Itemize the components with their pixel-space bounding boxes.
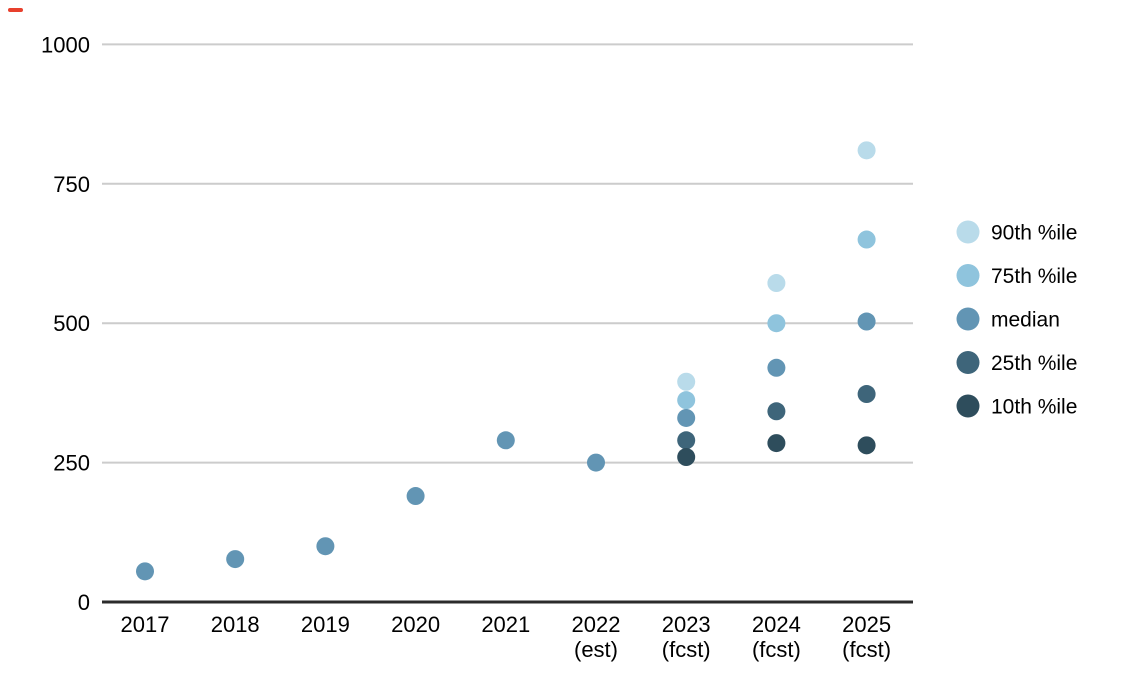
legend-label-25th-ile: 25th %ile xyxy=(991,352,1077,375)
data-point-10th-ile-2024 xyxy=(767,434,786,453)
data-point-median-2021 xyxy=(496,431,515,450)
y-tick-label-1000: 1000 xyxy=(41,32,90,57)
x-tick-label-2025: 2025 xyxy=(842,612,891,637)
x-tick-label-2024: 2024 xyxy=(752,612,801,637)
legend-label-median: median xyxy=(991,309,1060,332)
legend-dot-10th-ile xyxy=(956,394,980,418)
x-tick-label-2020: 2020 xyxy=(391,612,440,637)
y-tick-label-250: 250 xyxy=(53,451,90,476)
data-point-25th-ile-2023 xyxy=(677,431,696,450)
x-tick-label-2023: 2023 xyxy=(662,612,711,637)
data-point-median-2020 xyxy=(406,487,425,506)
legend-dot-75th-ile xyxy=(956,264,980,287)
data-point-median-2023 xyxy=(677,408,696,427)
data-point-75th-ile-2025 xyxy=(857,230,876,249)
x-tick-sublabel-2022: (est) xyxy=(574,637,618,662)
data-point-median-2024 xyxy=(767,358,786,377)
data-point-25th-ile-2025 xyxy=(857,385,876,404)
data-point-90th-ile-2025 xyxy=(857,141,876,160)
x-tick-label-2021: 2021 xyxy=(481,612,530,637)
data-point-median-2025 xyxy=(857,312,876,331)
data-point-75th-ile-2024 xyxy=(767,314,786,333)
y-tick-label-750: 750 xyxy=(53,172,90,197)
x-tick-sublabel-2023: (fcst) xyxy=(662,637,711,662)
data-point-10th-ile-2023 xyxy=(677,448,696,467)
data-point-median-2017 xyxy=(136,562,154,581)
data-point-median-2019 xyxy=(316,537,335,556)
legend-dot-25th-ile xyxy=(956,351,980,374)
x-tick-label-2018: 2018 xyxy=(211,612,260,637)
legend-dot-90th-ile xyxy=(956,220,980,244)
y-tick-label-0: 0 xyxy=(78,590,90,615)
x-tick-label-2019: 2019 xyxy=(301,612,350,637)
y-tick-label-500: 500 xyxy=(53,311,90,336)
data-point-median-2022 xyxy=(587,453,605,472)
data-point-median-2018 xyxy=(226,550,245,569)
legend-label-10th-ile: 10th %ile xyxy=(991,396,1077,419)
data-point-75th-ile-2023 xyxy=(677,391,696,410)
x-tick-label-2022: 2022 xyxy=(572,612,621,637)
data-point-10th-ile-2025 xyxy=(857,436,876,455)
legend-dot-median xyxy=(956,307,980,331)
x-tick-sublabel-2025: (fcst) xyxy=(842,637,891,662)
legend-label-90th-ile: 90th %ile xyxy=(991,222,1077,245)
data-point-25th-ile-2024 xyxy=(767,402,786,421)
data-point-90th-ile-2023 xyxy=(677,372,696,391)
legend-label-75th-ile: 75th %ile xyxy=(991,265,1077,288)
red-dash-marker xyxy=(8,8,23,12)
data-point-90th-ile-2024 xyxy=(767,274,786,293)
x-tick-sublabel-2024: (fcst) xyxy=(752,637,801,662)
x-tick-label-2017: 2017 xyxy=(121,612,170,637)
